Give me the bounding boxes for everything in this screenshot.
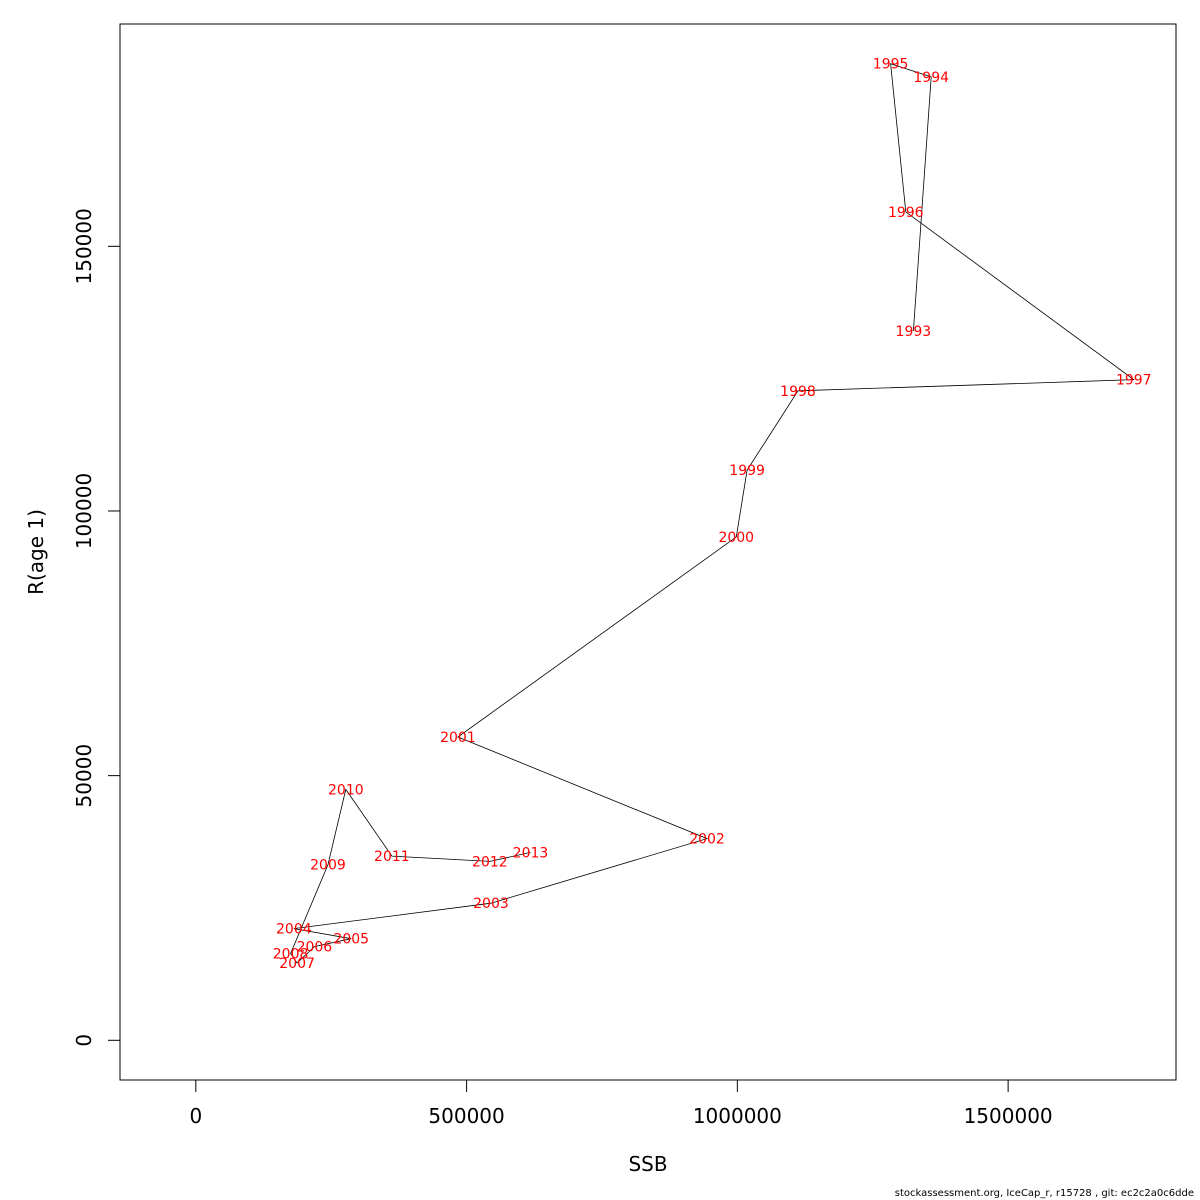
footer-caption: stockassessment.org, IceCap_r, r15728 , …	[894, 1188, 1194, 1199]
year-label: 1995	[873, 57, 909, 73]
y-tick-label: 0	[72, 1034, 96, 1047]
year-label: 2000	[718, 530, 754, 546]
year-label: 1998	[780, 384, 816, 400]
year-label: 2009	[310, 858, 346, 874]
year-label: 2010	[328, 782, 364, 798]
year-label: 2011	[374, 849, 410, 865]
x-axis-title: SSB	[628, 1152, 667, 1176]
y-axis: 0 50000 100000 150000	[72, 208, 121, 1047]
trajectory-line	[290, 63, 1135, 964]
year-label: 2007	[279, 956, 315, 972]
year-label: 2006	[297, 940, 333, 956]
year-label: 1993	[896, 324, 932, 340]
year-label: 2003	[473, 896, 509, 912]
year-label: 2004	[276, 922, 312, 938]
year-label: 1997	[1116, 373, 1152, 389]
year-label: 2012	[472, 854, 508, 870]
year-label: 1994	[913, 70, 949, 86]
year-label: 2002	[689, 832, 725, 848]
x-tick-label: 0	[189, 1104, 202, 1128]
year-label: 2001	[440, 730, 476, 746]
y-tick-label: 100000	[72, 473, 96, 549]
year-label: 2013	[513, 845, 549, 861]
x-axis: 0 500000 1000000 1500000	[189, 1079, 1053, 1128]
x-tick-label: 1500000	[964, 1104, 1053, 1128]
y-tick-label: 150000	[72, 208, 96, 284]
x-tick-label: 1000000	[693, 1104, 782, 1128]
year-label: 1996	[888, 205, 924, 221]
year-label: 2008	[273, 946, 309, 962]
x-tick-label: 500000	[428, 1104, 504, 1128]
series-line	[290, 63, 1135, 964]
y-tick-label: 50000	[72, 744, 96, 808]
year-label: 1999	[729, 463, 765, 479]
y-axis-title: R(age 1)	[24, 509, 48, 595]
year-label: 2005	[333, 932, 369, 948]
